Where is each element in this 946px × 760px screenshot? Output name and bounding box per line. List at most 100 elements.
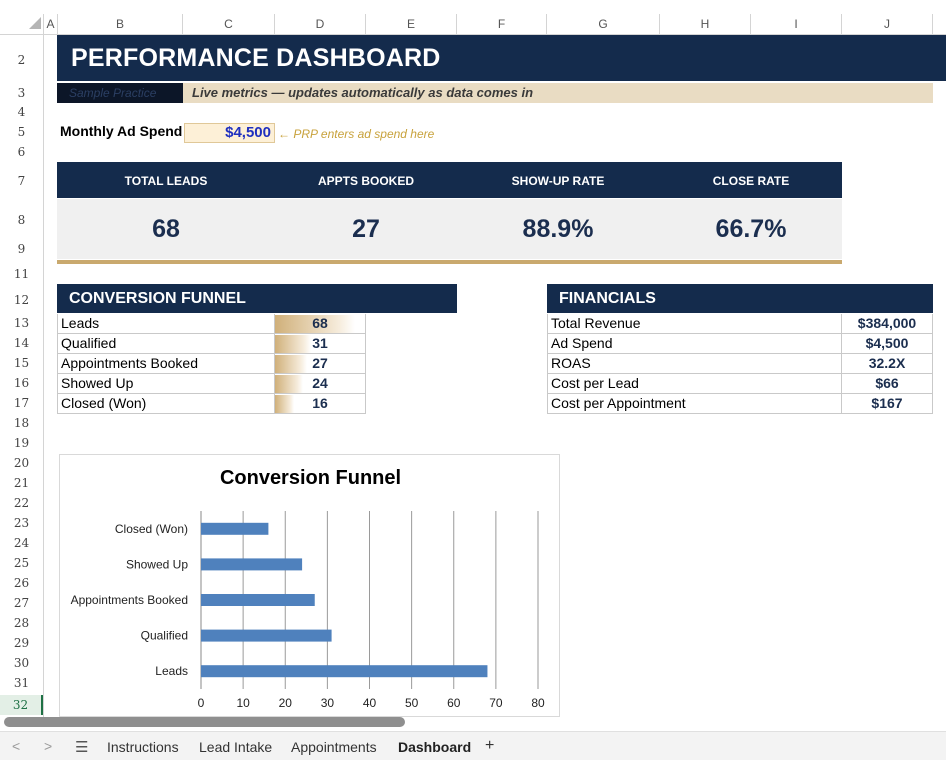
row-header[interactable]: 28 xyxy=(13,616,30,630)
horizontal-scrollbar[interactable] xyxy=(0,717,946,727)
financials-row-value: $167 xyxy=(842,394,933,414)
chart-x-tick-label: 80 xyxy=(531,696,545,710)
funnel-row-value: 68 xyxy=(275,314,366,334)
chart-category-label: Leads xyxy=(155,664,188,678)
row-header[interactable]: 9 xyxy=(17,242,26,256)
row-header[interactable]: 7 xyxy=(17,174,26,188)
kpi-label-close-rate: CLOSE RATE xyxy=(712,174,790,188)
funnel-data-bar xyxy=(275,355,307,373)
kpi-value-close-rate: 66.7% xyxy=(715,215,787,243)
financials-row-value: 32.2X xyxy=(842,354,933,374)
tab-next-icon[interactable]: > xyxy=(44,738,53,754)
row-header[interactable]: 8 xyxy=(17,213,26,227)
row-header[interactable]: 29 xyxy=(13,636,30,650)
funnel-row[interactable]: Leads 68 xyxy=(57,314,366,334)
tab-dashboard[interactable]: Dashboard xyxy=(398,739,472,755)
row-header[interactable]: 6 xyxy=(17,145,26,159)
row-header[interactable]: 3 xyxy=(17,86,26,100)
chart-x-tick-label: 50 xyxy=(405,696,419,710)
chart-category-label: Closed (Won) xyxy=(115,522,188,536)
row-header[interactable]: 4 xyxy=(17,105,26,119)
tab-appointments[interactable]: Appointments xyxy=(291,739,377,755)
hamburger-icon[interactable]: ☰ xyxy=(75,739,89,756)
funnel-row-label: Leads xyxy=(57,314,275,334)
financials-row-value: $384,000 xyxy=(842,314,933,334)
funnel-row-number: 24 xyxy=(312,375,328,391)
chart-category-label: Appointments Booked xyxy=(71,593,188,607)
row-header[interactable]: 25 xyxy=(13,556,30,570)
row-header[interactable]: 22 xyxy=(13,496,30,510)
row-header[interactable]: 11 xyxy=(13,267,30,281)
funnel-row[interactable]: Qualified 31 xyxy=(57,334,366,354)
chart-x-tick-label: 40 xyxy=(363,696,377,710)
financials-row-value: $4,500 xyxy=(842,334,933,354)
row-header[interactable]: 30 xyxy=(13,656,30,670)
funnel-data-bar xyxy=(275,315,355,333)
column-header-d[interactable]: D xyxy=(275,14,366,35)
funnel-row-value: 24 xyxy=(275,374,366,394)
financials-row[interactable]: Ad Spend $4,500 xyxy=(547,334,933,354)
row-header[interactable]: 13 xyxy=(13,316,30,330)
funnel-row[interactable]: Appointments Booked 27 xyxy=(57,354,366,374)
row-header[interactable]: 19 xyxy=(13,436,30,450)
practice-tag: Sample Practice xyxy=(57,83,183,103)
funnel-row[interactable]: Showed Up 24 xyxy=(57,374,366,394)
row-header[interactable]: 20 xyxy=(13,456,30,470)
row-header[interactable]: 5 xyxy=(17,125,26,139)
funnel-row-number: 27 xyxy=(312,355,328,371)
row-header[interactable]: 31 xyxy=(13,676,30,690)
row-header[interactable]: 17 xyxy=(13,396,30,410)
column-header-bar: A B C D E F G H I J xyxy=(0,0,946,35)
row-header[interactable]: 16 xyxy=(13,376,30,390)
financials-section-title: FINANCIALS xyxy=(547,284,933,313)
financials-row-label: Cost per Lead xyxy=(547,374,842,394)
row-header[interactable]: 15 xyxy=(13,356,30,370)
financials-row[interactable]: Total Revenue $384,000 xyxy=(547,314,933,334)
column-header-f[interactable]: F xyxy=(457,14,547,35)
column-header-b[interactable]: B xyxy=(58,14,183,35)
row-header[interactable]: 24 xyxy=(13,536,30,550)
scrollbar-thumb[interactable] xyxy=(4,717,405,727)
kpi-label-total-leads: TOTAL LEADS xyxy=(124,174,208,188)
kpi-divider xyxy=(57,260,842,264)
column-header-g[interactable]: G xyxy=(547,14,660,35)
column-header-j[interactable]: J xyxy=(842,14,933,35)
ad-spend-input[interactable]: $4,500 xyxy=(184,123,275,143)
funnel-row-label: Showed Up xyxy=(57,374,275,394)
funnel-section-title: CONVERSION FUNNEL xyxy=(57,284,457,313)
column-header-i[interactable]: I xyxy=(751,14,842,35)
row-header[interactable]: 2 xyxy=(17,53,26,67)
tab-instructions[interactable]: Instructions xyxy=(107,739,179,755)
column-header-a[interactable]: A xyxy=(44,14,58,35)
row-header-active[interactable]: 32 xyxy=(0,695,43,715)
row-header[interactable]: 23 xyxy=(13,516,30,530)
funnel-row-number: 68 xyxy=(312,315,328,331)
financials-row[interactable]: Cost per Appointment $167 xyxy=(547,394,933,414)
tab-prev-icon[interactable]: < xyxy=(12,738,21,754)
column-header-c[interactable]: C xyxy=(183,14,275,35)
kpi-value-total-leads: 68 xyxy=(152,215,180,243)
funnel-data-bar xyxy=(275,375,304,393)
row-header[interactable]: 18 xyxy=(13,416,30,430)
page-title: PERFORMANCE DASHBOARD xyxy=(57,35,946,81)
tab-lead-intake[interactable]: Lead Intake xyxy=(199,739,273,755)
financials-row[interactable]: Cost per Lead $66 xyxy=(547,374,933,394)
column-header-e[interactable]: E xyxy=(366,14,457,35)
funnel-data-bar xyxy=(275,395,294,413)
add-sheet-button[interactable]: + xyxy=(485,737,495,754)
row-header[interactable]: 12 xyxy=(13,293,30,307)
funnel-row-number: 16 xyxy=(312,395,328,411)
row-header[interactable]: 21 xyxy=(13,476,30,490)
select-all-triangle-icon[interactable] xyxy=(29,17,41,29)
row-header[interactable]: 27 xyxy=(13,596,30,610)
funnel-row[interactable]: Closed (Won) 16 xyxy=(57,394,366,414)
select-all-corner[interactable] xyxy=(0,14,44,35)
chart-x-tick-label: 70 xyxy=(489,696,503,710)
financials-row[interactable]: ROAS 32.2X xyxy=(547,354,933,374)
conversion-funnel-chart[interactable]: Conversion Funnel 0 10 20 30 40 50 60 70 80 Close… xyxy=(59,454,560,717)
column-header-h[interactable]: H xyxy=(660,14,751,35)
row-header[interactable]: 26 xyxy=(13,576,30,590)
row-header[interactable]: 14 xyxy=(13,336,30,350)
chart-bar xyxy=(201,665,488,678)
ad-spend-label: Monthly Ad Spend xyxy=(60,123,183,139)
